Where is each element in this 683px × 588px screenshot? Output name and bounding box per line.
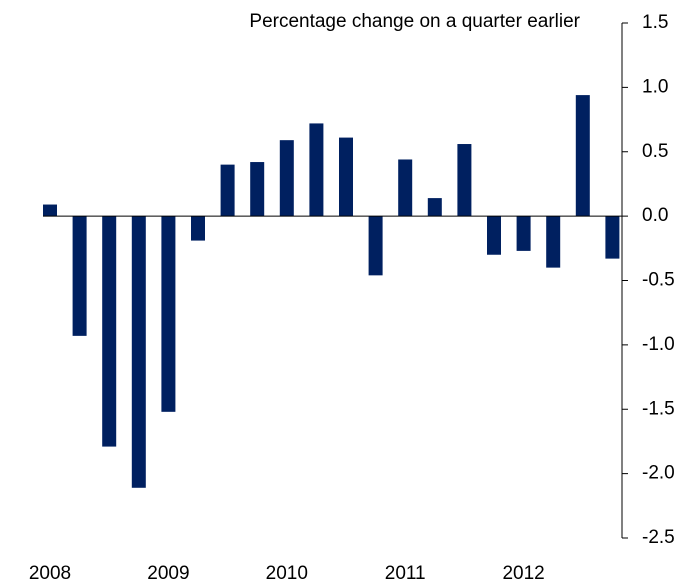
bar	[457, 144, 472, 217]
y-tick-label: -2.5	[642, 527, 675, 548]
bar	[161, 216, 176, 412]
y-tick-label: 1.0	[642, 76, 668, 97]
y-tick-label: 1.5	[642, 12, 668, 33]
bar	[309, 123, 324, 217]
x-tick-label: 2009	[147, 563, 189, 584]
bar	[605, 216, 620, 259]
x-tick-label: 2008	[29, 563, 71, 584]
bar	[279, 140, 294, 217]
x-tick-label: 2011	[385, 563, 426, 584]
bar	[546, 216, 561, 268]
bar	[427, 198, 442, 217]
bar	[487, 216, 501, 255]
y-tick-label: -2.0	[642, 463, 675, 484]
bar	[102, 216, 117, 447]
y-tick-label: -1.0	[642, 334, 675, 355]
y-tick-label: -1.5	[642, 398, 675, 419]
y-tick-label: 0.0	[642, 205, 668, 226]
y-tick-label: -0.5	[642, 270, 675, 291]
y-tick-label: 0.5	[642, 141, 668, 162]
bar	[516, 216, 531, 251]
chart-title: Percentage change on a quarter earlier	[249, 11, 580, 32]
x-tick-label: 2010	[266, 563, 308, 584]
bar	[131, 216, 146, 488]
bar	[575, 95, 590, 217]
bar	[72, 216, 87, 336]
bar	[398, 159, 413, 217]
bar	[368, 216, 383, 276]
bar	[220, 164, 235, 217]
x-tick-label: 2012	[502, 563, 544, 584]
bar	[43, 204, 57, 217]
bar	[339, 137, 353, 217]
bar	[191, 216, 205, 241]
bar	[250, 162, 265, 217]
